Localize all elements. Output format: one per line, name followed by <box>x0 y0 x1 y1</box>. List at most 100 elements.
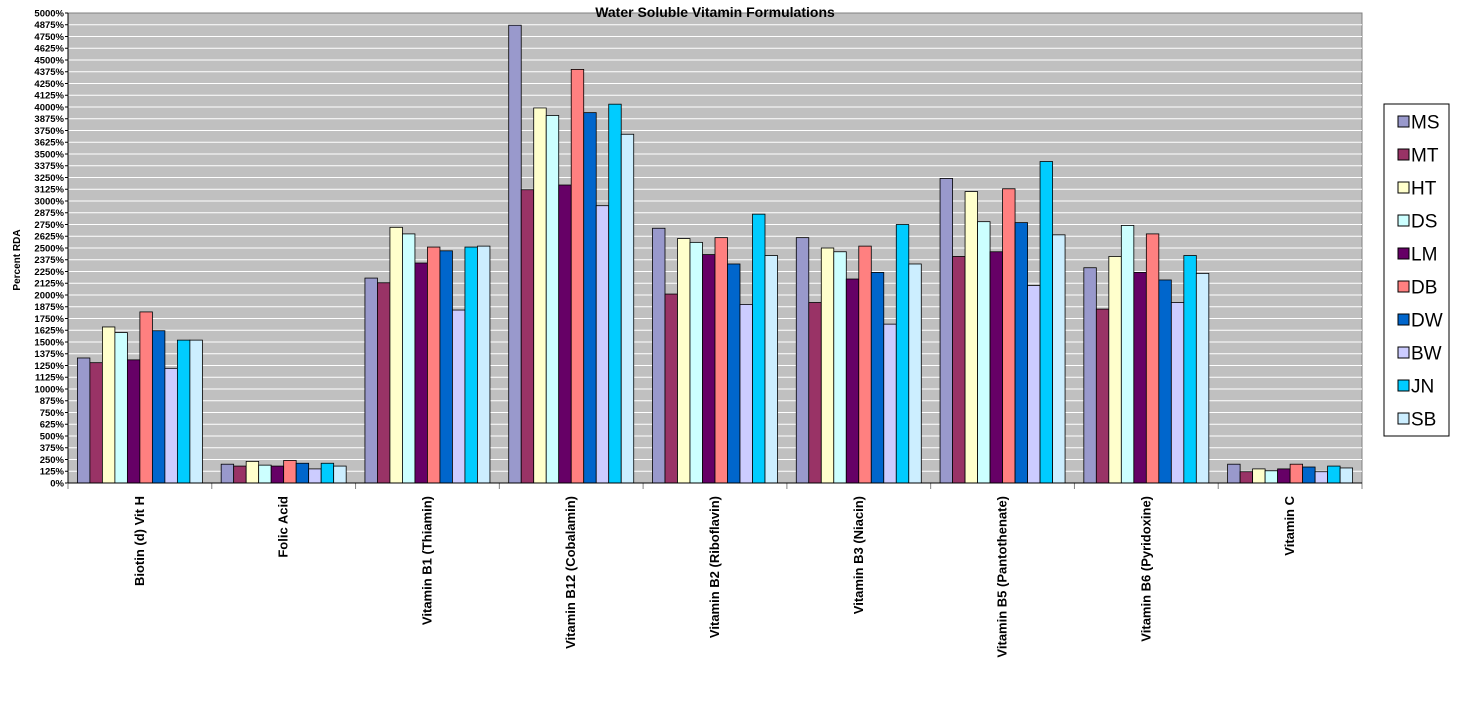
bar-sb-6 <box>1052 234 1066 484</box>
bar-ms-2 <box>364 277 378 484</box>
bar-db-3 <box>570 69 585 484</box>
y-tick-label: 3000% <box>34 196 64 207</box>
y-tick-label: 375% <box>40 443 65 454</box>
y-tick-label: 250% <box>40 455 65 466</box>
y-axis-label: Percent RDA <box>12 229 23 290</box>
y-tick-label: 4625% <box>34 44 64 55</box>
bar-dw-1 <box>295 462 310 484</box>
y-tick-label: 5000% <box>34 8 64 19</box>
y-tick-label: 4125% <box>34 91 64 102</box>
bar-db-6 <box>1002 188 1016 484</box>
legend-label-sb: SB <box>1411 410 1436 431</box>
legend-swatch-ht <box>1397 181 1410 194</box>
bar-sb-0 <box>189 339 203 484</box>
bar-ms-1 <box>220 463 235 484</box>
y-tick-label: 3750% <box>34 126 64 137</box>
y-tick-label: 1750% <box>34 314 64 325</box>
y-tick-label: 2875% <box>34 208 64 219</box>
y-tick-label: 4875% <box>34 20 64 31</box>
bar-sb-1 <box>333 465 347 484</box>
bar-dw-2 <box>439 250 453 484</box>
bar-mt-3 <box>520 189 535 484</box>
bar-bw-3 <box>595 205 610 484</box>
x-tick-label: Vitamin B3 (Niacin) <box>851 496 866 614</box>
bar-jn-2 <box>464 246 478 484</box>
bar-jn-4 <box>752 213 766 484</box>
x-axis: Biotin (d) Vit H Folic Acid Vitamin B1 (Th… <box>67 482 1363 658</box>
legend-label-bw: BW <box>1411 344 1442 365</box>
bar-sb-8 <box>1339 467 1354 484</box>
y-tick-label: 3250% <box>34 173 64 184</box>
bar-sb-5 <box>908 263 922 484</box>
y-tick-label: 750% <box>40 408 65 419</box>
bar-ht-6 <box>964 191 978 484</box>
y-tick-label: 1000% <box>34 384 64 395</box>
bar-dw-4 <box>727 263 741 484</box>
bar-ds-4 <box>689 241 703 484</box>
bar-lm-1 <box>270 465 285 484</box>
x-tick-label: Folic Acid <box>276 496 291 558</box>
legend-label-mt: MT <box>1411 146 1439 167</box>
bar-ds-5 <box>833 251 847 484</box>
y-tick-label: 1375% <box>34 349 64 360</box>
bar-dw-5 <box>870 272 885 484</box>
legend-swatch-dw <box>1397 313 1410 326</box>
bar-ms-6 <box>939 178 953 484</box>
bar-ds-7 <box>1120 225 1135 484</box>
x-tick-label: Vitamin B6 (Pyridoxine) <box>1138 496 1153 642</box>
legend-label-jn: JN <box>1411 377 1434 398</box>
bar-dw-6 <box>1014 222 1028 484</box>
y-tick-label: 3375% <box>34 161 64 172</box>
bar-db-1 <box>283 460 297 484</box>
y-tick-label: 2625% <box>34 232 64 243</box>
bar-db-5 <box>858 245 872 484</box>
bar-bw-7 <box>1170 302 1185 484</box>
bar-ht-1 <box>245 460 260 484</box>
y-tick-label: 2125% <box>34 279 64 290</box>
x-tick-label: Vitamin B12 (Cobalamin) <box>563 496 578 649</box>
bar-bw-6 <box>1027 285 1041 484</box>
legend-label-lm: LM <box>1411 245 1437 266</box>
bar-ht-8 <box>1252 468 1266 484</box>
bar-ds-3 <box>545 115 560 484</box>
bar-ms-0 <box>76 357 91 484</box>
bar-ds-1 <box>258 464 272 484</box>
x-tick-label: Vitamin B1 (Thiamin) <box>419 496 434 625</box>
legend-label-dw: DW <box>1411 311 1443 332</box>
x-tick-label: Vitamin B5 (Pantothenate) <box>995 496 1010 658</box>
bar-mt-1 <box>233 465 247 484</box>
bar-ht-7 <box>1108 256 1122 484</box>
legend-label-ms: MS <box>1411 113 1440 134</box>
bar-ds-8 <box>1264 470 1279 484</box>
bar-ht-3 <box>533 107 547 484</box>
bar-ht-4 <box>677 238 691 484</box>
bar-jn-3 <box>608 103 622 484</box>
x-tick-label: Biotin (d) Vit H <box>132 496 147 586</box>
bar-db-2 <box>427 246 441 484</box>
y-tick-label: 625% <box>40 420 65 431</box>
legend-swatch-ds <box>1397 214 1410 227</box>
legend-swatch-mt <box>1397 148 1410 161</box>
bar-lm-5 <box>845 278 860 484</box>
y-tick-label: 875% <box>40 396 65 407</box>
y-tick-label: 3125% <box>34 185 64 196</box>
bar-sb-2 <box>477 245 491 484</box>
y-tick-label: 4750% <box>34 32 64 43</box>
bar-lm-6 <box>989 251 1003 484</box>
y-tick-label: 2750% <box>34 220 64 231</box>
bar-mt-4 <box>664 293 678 484</box>
bar-mt-7 <box>1095 308 1110 484</box>
chart-title: Water Soluble Vitamin Formulations <box>595 4 835 20</box>
x-tick-label: Vitamin C <box>1282 495 1297 555</box>
bar-mt-6 <box>952 256 966 484</box>
bar-ds-0 <box>114 332 128 484</box>
y-tick-label: 125% <box>40 467 65 478</box>
bar-db-7 <box>1145 233 1160 484</box>
bar-bw-4 <box>739 303 753 484</box>
legend-swatch-bw <box>1397 346 1410 359</box>
y-tick-label: 2000% <box>34 290 64 301</box>
bar-mt-5 <box>808 302 822 484</box>
bar-lm-8 <box>1277 468 1291 484</box>
bar-bw-1 <box>308 468 322 484</box>
y-tick-label: 4500% <box>34 55 64 66</box>
